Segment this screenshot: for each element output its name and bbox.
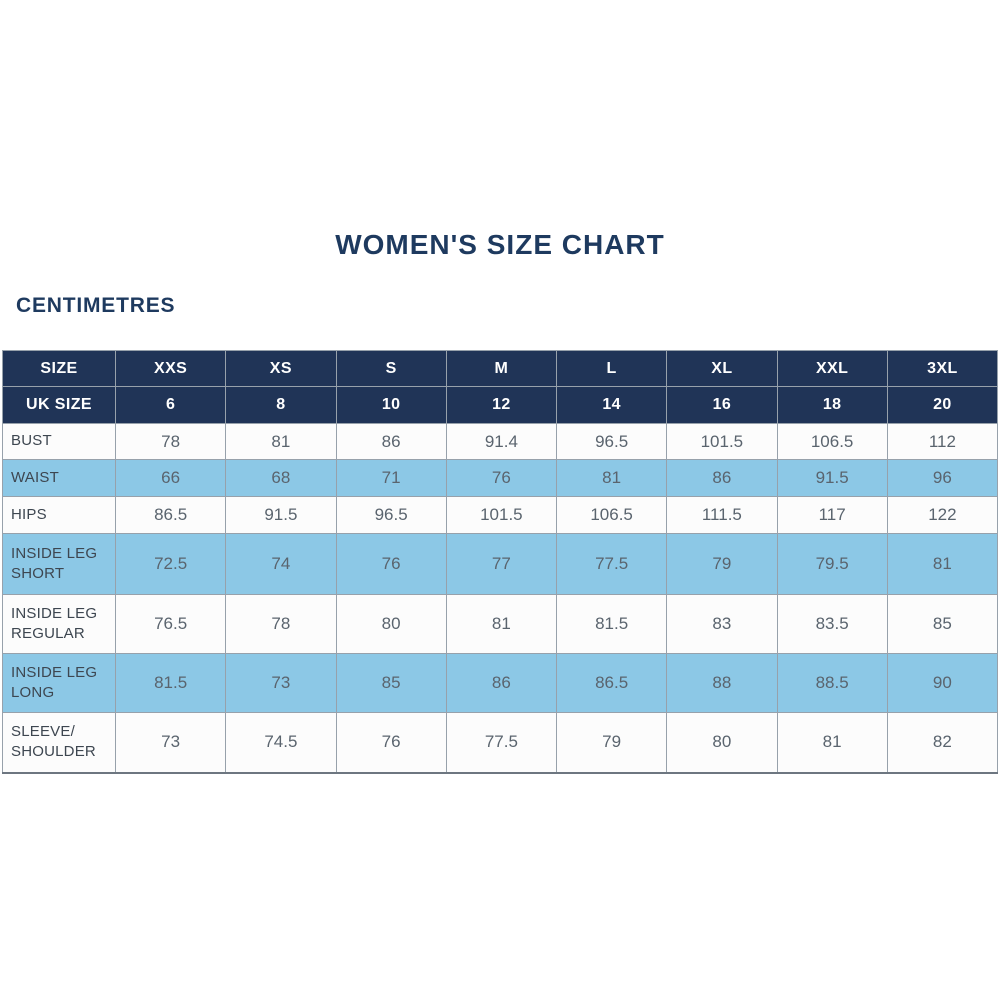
inside-leg-regular-value: 81	[445, 594, 558, 654]
waist-value: 68	[225, 459, 337, 497]
hips-value: 111.5	[666, 496, 778, 534]
bust-value: 112	[886, 423, 999, 460]
waist-value: 96	[886, 459, 999, 497]
inside-leg-regular-value: 80	[335, 594, 447, 654]
table-row-waist: WAIST 66 68 71 76 81 86 91.5 96	[2, 459, 999, 497]
column-header-l: L	[555, 350, 668, 387]
table-row-bust: BUST 78 81 86 91.4 96.5 101.5 106.5 112	[2, 423, 999, 460]
row-label-inside-leg-regular: INSIDE LEG REGULAR	[2, 594, 116, 654]
uk-size-value: 10	[335, 386, 447, 424]
column-header-s: S	[335, 350, 447, 387]
uk-size-row: UK SIZE 6 8 10 12 14 16 18 20	[2, 386, 999, 424]
hips-value: 117	[776, 496, 888, 534]
waist-value: 81	[555, 459, 668, 497]
uk-size-value: 16	[666, 386, 778, 424]
inside-leg-short-value: 77	[445, 533, 558, 595]
inside-leg-long-value: 81.5	[114, 653, 227, 713]
units-label: CENTIMETRES	[16, 294, 176, 317]
row-label-uk-size: UK SIZE	[2, 386, 116, 424]
inside-leg-short-value: 72.5	[114, 533, 227, 595]
sleeve-shoulder-value: 76	[335, 712, 447, 773]
inside-leg-long-value: 73	[225, 653, 337, 713]
column-header-xxs: XXS	[114, 350, 227, 387]
hips-value: 96.5	[335, 496, 447, 534]
inside-leg-regular-value: 83.5	[776, 594, 888, 654]
sleeve-shoulder-value: 77.5	[445, 712, 558, 773]
inside-leg-regular-value: 83	[666, 594, 778, 654]
bust-value: 96.5	[555, 423, 668, 460]
table-row-inside-leg-short: INSIDE LEG SHORT 72.5 74 76 77 77.5 79 7…	[2, 533, 999, 595]
size-header-row: SIZE XXS XS S M L XL XXL 3XL	[2, 350, 999, 387]
inside-leg-short-value: 74	[225, 533, 337, 595]
waist-value: 76	[445, 459, 558, 497]
column-header-3xl: 3XL	[886, 350, 999, 387]
inside-leg-short-value: 79	[666, 533, 778, 595]
waist-value: 66	[114, 459, 227, 497]
uk-size-value: 20	[886, 386, 999, 424]
page-title: WOMEN'S SIZE CHART	[335, 229, 665, 260]
uk-size-value: 14	[555, 386, 668, 424]
sleeve-shoulder-value: 73	[114, 712, 227, 773]
column-header-xxl: XXL	[776, 350, 888, 387]
table-row-inside-leg-regular: INSIDE LEG REGULAR 76.5 78 80 81 81.5 83…	[2, 594, 999, 654]
sleeve-shoulder-value: 79	[555, 712, 668, 773]
inside-leg-long-value: 88.5	[776, 653, 888, 713]
row-label-bust: BUST	[2, 423, 116, 460]
uk-size-value: 18	[776, 386, 888, 424]
waist-value: 86	[666, 459, 778, 497]
bust-value: 81	[225, 423, 337, 460]
hips-value: 122	[886, 496, 999, 534]
uk-size-value: 8	[225, 386, 337, 424]
waist-value: 91.5	[776, 459, 888, 497]
table-row-inside-leg-long: INSIDE LEG LONG 81.5 73 85 86 86.5 88 88…	[2, 653, 999, 713]
inside-leg-short-value: 77.5	[555, 533, 668, 595]
row-label-hips: HIPS	[2, 496, 116, 534]
inside-leg-short-value: 79.5	[776, 533, 888, 595]
table-row-hips: HIPS 86.5 91.5 96.5 101.5 106.5 111.5 11…	[2, 496, 999, 534]
column-header-xl: XL	[666, 350, 778, 387]
inside-leg-regular-value: 85	[886, 594, 999, 654]
inside-leg-regular-value: 76.5	[114, 594, 227, 654]
inside-leg-long-value: 90	[886, 653, 999, 713]
column-header-xs: XS	[225, 350, 337, 387]
bust-value: 78	[114, 423, 227, 460]
row-label-inside-leg-long: INSIDE LEG LONG	[2, 653, 116, 713]
uk-size-value: 6	[114, 386, 227, 424]
hips-value: 101.5	[445, 496, 558, 534]
inside-leg-long-value: 86	[445, 653, 558, 713]
hips-value: 106.5	[555, 496, 668, 534]
inside-leg-regular-value: 81.5	[555, 594, 668, 654]
inside-leg-long-value: 88	[666, 653, 778, 713]
inside-leg-short-value: 76	[335, 533, 447, 595]
row-label-sleeve-shoulder: SLEEVE/ SHOULDER	[2, 712, 116, 773]
table-row-sleeve-shoulder: SLEEVE/ SHOULDER 73 74.5 76 77.5 79 80 8…	[2, 712, 999, 773]
inside-leg-long-value: 85	[335, 653, 447, 713]
row-label-inside-leg-short: INSIDE LEG SHORT	[2, 533, 116, 595]
sleeve-shoulder-value: 80	[666, 712, 778, 773]
bust-value: 101.5	[666, 423, 778, 460]
hips-value: 86.5	[114, 496, 227, 534]
sleeve-shoulder-value: 82	[886, 712, 999, 773]
inside-leg-regular-value: 78	[225, 594, 337, 654]
sleeve-shoulder-value: 74.5	[225, 712, 337, 773]
waist-value: 71	[335, 459, 447, 497]
bust-value: 91.4	[445, 423, 558, 460]
sleeve-shoulder-value: 81	[776, 712, 888, 773]
bust-value: 86	[335, 423, 447, 460]
hips-value: 91.5	[225, 496, 337, 534]
column-header-m: M	[445, 350, 558, 387]
inside-leg-short-value: 81	[886, 533, 999, 595]
bust-value: 106.5	[776, 423, 888, 460]
size-chart-table: SIZE XXS XS S M L XL XXL 3XL UK SIZE 6 8…	[2, 350, 999, 774]
inside-leg-long-value: 86.5	[555, 653, 668, 713]
column-header-size: SIZE	[2, 350, 116, 387]
row-label-waist: WAIST	[2, 459, 116, 497]
uk-size-value: 12	[445, 386, 558, 424]
